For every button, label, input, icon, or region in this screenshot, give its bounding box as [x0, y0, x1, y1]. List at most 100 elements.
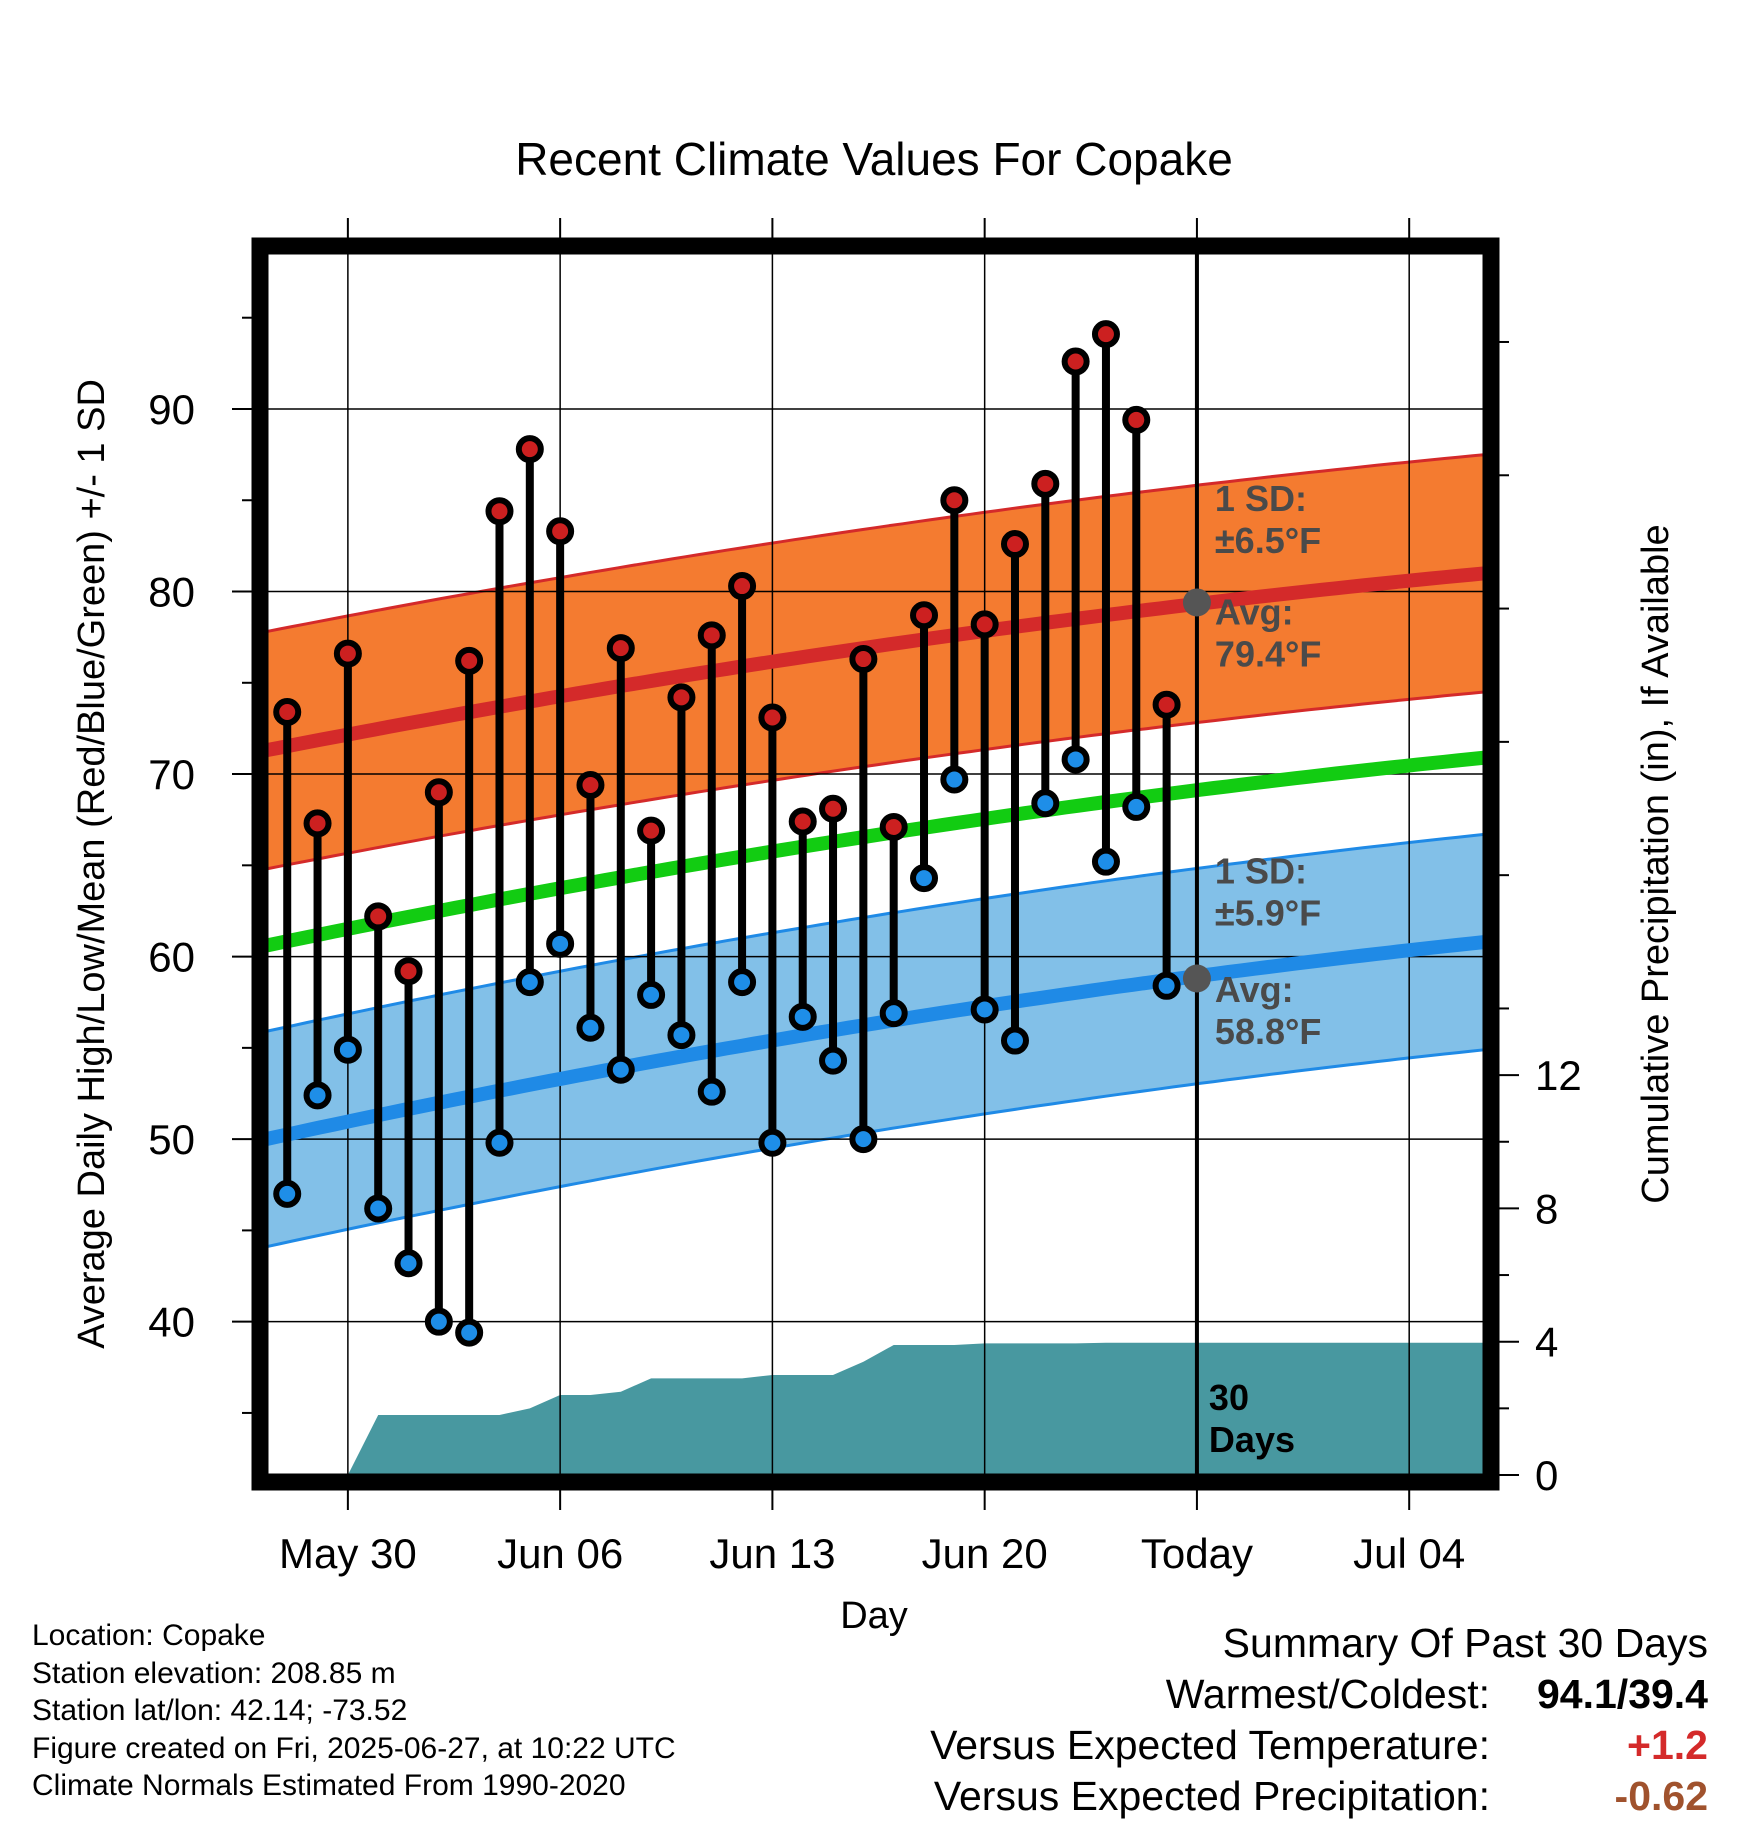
y-tick-label-left: 60: [148, 934, 195, 981]
daily-high-dot: [940, 486, 969, 515]
daily-low-dot: [333, 1035, 362, 1064]
daily-low-dot: [273, 1179, 302, 1208]
daily-high-dot: [273, 697, 302, 726]
daily-low-dot: [637, 980, 666, 1009]
daily-low-dot: [819, 1046, 848, 1075]
daily-low-dot: [697, 1077, 726, 1106]
daily-low-dot: [758, 1128, 787, 1157]
x-tick-label: May 30: [279, 1530, 417, 1577]
daily-low-dot: [667, 1021, 696, 1050]
x-tick-label: Jun 20: [922, 1530, 1048, 1577]
daily-low-dot: [1122, 792, 1151, 821]
daily-high-dot: [1061, 347, 1090, 376]
daily-high-dot: [667, 683, 696, 712]
daily-high-dot: [637, 816, 666, 845]
today-low-avg-dot: [1182, 964, 1211, 993]
created-text: Figure created on Fri, 2025-06-27, at 10…: [32, 1731, 676, 1765]
normals-text: Climate Normals Estimated From 1990-2020: [32, 1769, 626, 1802]
y-tick-label-right: 12: [1535, 1052, 1582, 1099]
daily-high-dot: [697, 621, 726, 650]
warmest-label: Warmest/Coldest:: [1165, 1671, 1490, 1717]
precip-value: -0.62: [1614, 1773, 1708, 1819]
daily-low-dot: [910, 864, 939, 893]
daily-low-dot: [546, 929, 575, 958]
y-axis-label-left: Average Daily High/Low/Mean (Red/Blue/Gr…: [71, 379, 113, 1349]
daily-low-dot: [364, 1194, 393, 1223]
y-axis-label-right: Cumulative Precipitation (in), If Availa…: [1635, 524, 1677, 1203]
x-tick-label: Jul 04: [1353, 1530, 1465, 1577]
summary-row-warmest: Warmest/Coldest: 94.1/39.4: [930, 1669, 1708, 1720]
daily-low-dot: [606, 1055, 635, 1084]
daily-high-dot: [1122, 405, 1151, 434]
y-tick-label-right: 8: [1535, 1185, 1558, 1232]
x-tick-label: Jun 13: [709, 1530, 835, 1577]
today-high-avg-dot: [1182, 588, 1211, 617]
x-tick-label: Jun 06: [497, 1530, 623, 1577]
daily-low-dot: [1091, 847, 1120, 876]
daily-high-dot: [1091, 320, 1120, 349]
today-days-label: 30 Days: [1209, 1377, 1295, 1460]
daily-low-dot: [1152, 971, 1181, 1000]
daily-high-dot: [1152, 690, 1181, 719]
temp-label: Versus Expected Temperature:: [930, 1722, 1490, 1768]
y-tick-label-left: 70: [148, 751, 195, 798]
daily-low-dot: [940, 765, 969, 794]
daily-low-dot: [1000, 1026, 1029, 1055]
y-tick-label-right: 4: [1535, 1319, 1558, 1366]
daily-high-dot: [303, 809, 332, 838]
low-sd-annotation: 1 SD: ±5.9°F: [1215, 851, 1321, 934]
low-avg-annotation: Avg: 58.8°F: [1215, 969, 1321, 1052]
summary-row-temp: Versus Expected Temperature: +1.2: [930, 1720, 1708, 1771]
daily-low-dot: [970, 995, 999, 1024]
daily-high-dot: [970, 610, 999, 639]
daily-low-dot: [728, 968, 757, 997]
daily-high-dot: [819, 794, 848, 823]
station-info: Location: Copake Station elevation: 208.…: [32, 1617, 676, 1805]
summary-title: Summary Of Past 30 Days: [1222, 1620, 1708, 1666]
daily-low-dot: [455, 1318, 484, 1347]
latlon-text: Station lat/lon: 42.14; -73.52: [32, 1694, 408, 1727]
daily-low-dot: [879, 999, 908, 1028]
x-tick-label: Today: [1141, 1530, 1253, 1577]
temp-value: +1.2: [1627, 1722, 1708, 1768]
daily-low-dot: [394, 1249, 423, 1278]
warmest-value: 94.1/39.4: [1537, 1671, 1708, 1717]
daily-high-dot: [333, 639, 362, 668]
y-tick-label-left: 40: [148, 1299, 195, 1346]
daily-high-dot: [879, 812, 908, 841]
daily-high-dot: [910, 601, 939, 630]
daily-high-dot: [849, 645, 878, 674]
precip-label: Versus Expected Precipitation:: [933, 1773, 1490, 1819]
daily-low-dot: [485, 1128, 514, 1157]
summary-panel: Summary Of Past 30 Days Warmest/Coldest:…: [930, 1618, 1708, 1822]
daily-high-dot: [394, 957, 423, 986]
daily-high-dot: [424, 778, 453, 807]
daily-high-dot: [728, 572, 757, 601]
x-axis-label: Day: [840, 1595, 908, 1637]
daily-low-dot: [1031, 789, 1060, 818]
elevation-text: Station elevation: 208.85 m: [32, 1656, 396, 1690]
high-sd-annotation: 1 SD: ±6.5°F: [1215, 478, 1321, 561]
daily-low-dot: [424, 1307, 453, 1336]
y-tick-label-left: 80: [148, 569, 195, 616]
daily-high-dot: [606, 634, 635, 663]
daily-high-dot: [455, 646, 484, 675]
daily-high-dot: [1031, 469, 1060, 498]
plot-frame: [251, 237, 1500, 1491]
daily-low-dot: [576, 1013, 605, 1042]
high-avg-annotation: Avg: 79.4°F: [1215, 591, 1321, 674]
daily-low-dot: [788, 1002, 817, 1031]
location-text: Location: Copake: [32, 1619, 266, 1652]
daily-high-dot: [758, 703, 787, 732]
daily-high-dot: [788, 807, 817, 836]
y-tick-label-left: 50: [148, 1116, 195, 1163]
y-tick-label-right: 0: [1535, 1452, 1558, 1499]
precip-area: [347, 1342, 1485, 1475]
chart-title: Recent Climate Values For Copake: [515, 133, 1233, 185]
daily-high-dot: [1000, 530, 1029, 559]
daily-high-dot: [515, 435, 544, 464]
daily-high-dot: [364, 902, 393, 931]
daily-low-dot: [515, 968, 544, 997]
daily-high-dot: [546, 517, 575, 546]
